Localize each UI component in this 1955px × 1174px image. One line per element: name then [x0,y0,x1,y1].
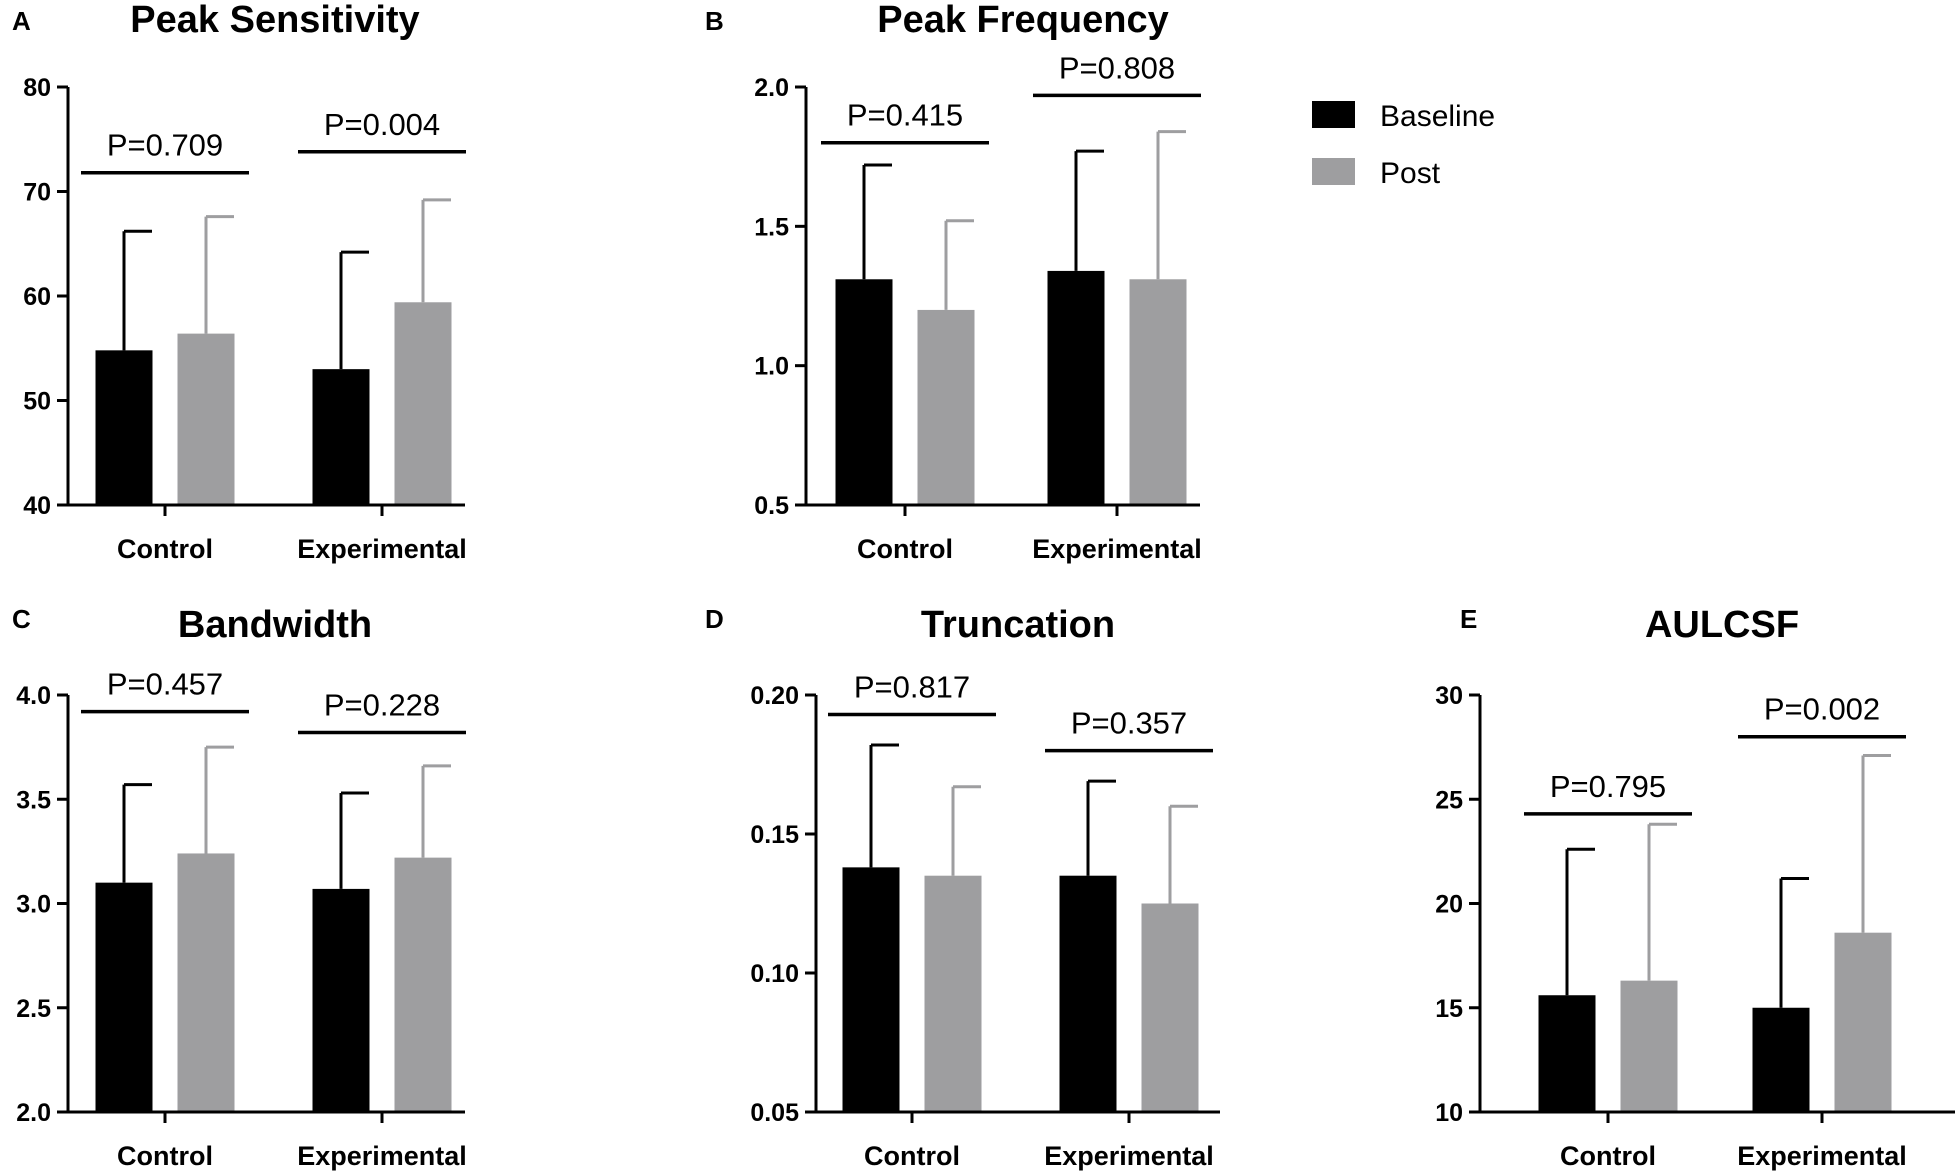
y-tick-label: 15 [1435,995,1463,1023]
y-tick-label: 0.05 [750,1099,799,1127]
y-tick-label: 70 [23,179,51,207]
category-label: Control [117,1141,213,1171]
p-value-label: P=0.808 [1059,50,1175,85]
chart-title: AULCSF [1645,604,1799,646]
category-label: Experimental [1737,1141,1907,1171]
chart-title: Bandwidth [178,604,372,646]
chart-panel-b: B Peak Frequency 0.5 1.0 1.5 2.0 Control Experi… [705,0,1202,564]
y-tick-label: 2.5 [16,995,51,1023]
category-label: Experimental [297,534,467,564]
bar-post-experimental [1141,903,1199,1112]
bar-baseline-experimental [1059,875,1117,1112]
chart-panel-e: E AULCSF 10 15 20 25 30 Control Experimental P=0.… [1435,604,1955,1171]
bar-post-control [1620,980,1678,1112]
y-tick-label: 40 [23,492,51,520]
bar-baseline-control [95,882,153,1112]
p-value-label: P=0.357 [1071,706,1187,741]
p-value-label: P=0.817 [854,669,970,704]
y-tick-label: 1.5 [754,213,789,241]
category-label: Control [117,534,213,564]
y-tick-label: 1.0 [754,353,789,381]
legend-swatch-baseline [1312,101,1355,128]
bar-baseline-experimental [1752,1007,1810,1112]
y-tick-label: 10 [1435,1099,1463,1127]
category-label: Control [864,1141,960,1171]
category-label: Experimental [297,1141,467,1171]
y-tick-label: 2.0 [16,1099,51,1127]
legend-label-post: Post [1380,157,1441,190]
y-tick-label: 2.0 [754,74,789,102]
p-value-label: P=0.415 [847,98,963,133]
p-value-label: P=0.004 [324,107,440,142]
p-value-label: P=0.002 [1764,692,1880,727]
y-tick-label: 60 [23,283,51,311]
y-tick-label: 50 [23,388,51,416]
y-tick-label: 0.20 [750,682,799,710]
y-tick-label: 0.10 [750,960,799,988]
panel-letter: D [705,604,724,634]
y-tick-label: 20 [1435,891,1463,919]
chart-panel-c: C Bandwidth 2.0 2.5 3.0 3.5 4.0 Control Experime… [12,604,467,1171]
panels: A Peak Sensitivity 40 50 60 70 80 Control Experi… [12,0,1955,1171]
y-tick-label: 3.5 [16,786,51,814]
bar-post-experimental [1129,279,1187,505]
bar-post-experimental [394,857,452,1112]
bar-post-experimental [1834,932,1892,1112]
bar-baseline-control [842,867,900,1112]
y-tick-label: 0.15 [750,821,799,849]
bar-baseline-control [835,279,893,505]
p-value-label: P=0.457 [107,667,223,702]
bar-post-control [177,333,235,505]
chart-title: Peak Sensitivity [130,0,419,41]
y-tick-label: 80 [23,74,51,102]
y-tick-label: 30 [1435,682,1463,710]
p-value-label: P=0.709 [107,128,223,163]
p-value-label: P=0.795 [1550,769,1666,804]
bar-baseline-control [95,350,153,505]
bar-post-control [917,309,975,505]
bar-baseline-control [1538,995,1596,1112]
bar-post-control [924,875,982,1112]
panel-letter: E [1460,604,1477,634]
legend-label-baseline: Baseline [1380,100,1495,133]
panel-letter: B [705,6,724,36]
category-label: Experimental [1032,534,1202,564]
category-label: Control [1560,1141,1656,1171]
bar-post-control [177,853,235,1112]
bar-baseline-experimental [312,888,370,1112]
category-label: Experimental [1044,1141,1214,1171]
y-tick-label: 4.0 [16,682,51,710]
chart-panel-d: D Truncation 0.05 0.10 0.15 0.20 Control Experi… [705,604,1220,1171]
y-tick-label: 0.5 [754,492,789,520]
legend-swatch-post [1312,158,1355,185]
y-tick-label: 25 [1435,786,1463,814]
chart-panel-a: A Peak Sensitivity 40 50 60 70 80 Control Experi… [12,0,467,564]
bar-baseline-experimental [1047,270,1105,505]
bar-baseline-experimental [312,369,370,505]
chart-title: Peak Frequency [877,0,1168,41]
y-tick-label: 3.0 [16,891,51,919]
panel-letter: C [12,604,31,634]
chart-title: Truncation [921,604,1115,646]
legend: Baseline Post [1312,100,1495,190]
panel-letter: A [12,6,31,36]
bar-post-experimental [394,302,452,505]
p-value-label: P=0.228 [324,688,440,723]
category-label: Control [857,534,953,564]
